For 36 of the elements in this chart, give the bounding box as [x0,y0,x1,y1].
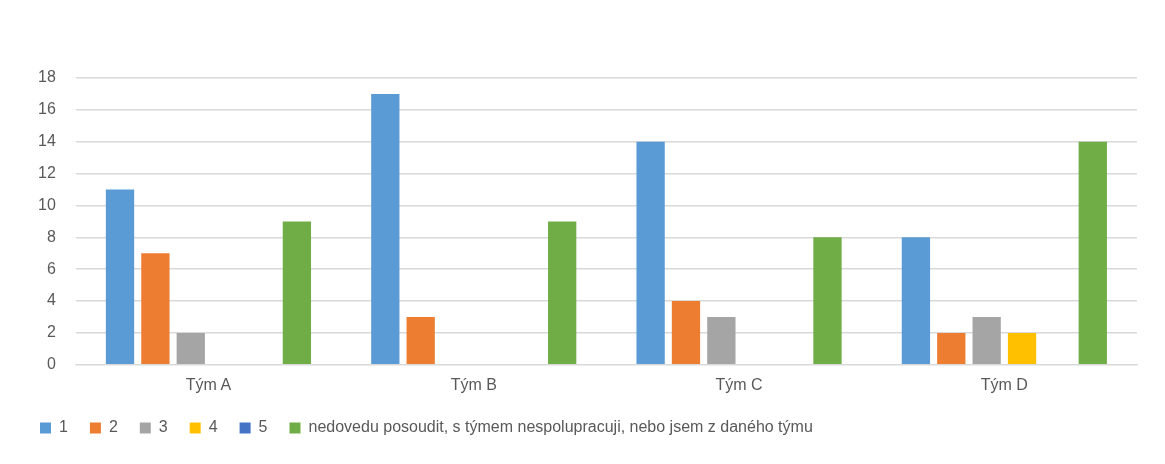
y-tick-label: 4 [46,291,56,309]
legend-label: 3 [158,418,168,436]
x-tick-label: Tým A [185,375,232,393]
legend-label: nedovedu posoudit, s týmem nespolupracuji, nebo jsem z daného týmu [308,418,813,436]
bar [671,301,701,365]
y-tick-label: 10 [38,195,56,213]
bar [707,317,736,365]
y-tick-label: 2 [46,323,56,341]
legend-label: 2 [108,418,118,436]
y-tick-label: 12 [38,164,56,182]
y-tick-label: 14 [38,132,56,150]
y-tick-label: 8 [46,227,56,245]
bar [105,189,135,365]
bar [282,221,312,365]
bar [371,93,400,365]
y-tick-label: 6 [46,259,56,277]
bar [901,237,931,365]
bar [937,332,966,365]
bar [813,237,842,365]
legend-label: 5 [258,418,268,436]
bar [141,253,170,365]
x-tick-label: Tým C [715,375,763,393]
x-tick-label: Tým B [450,375,497,393]
legend-label: 1 [59,418,68,436]
x-tick-label: Tým D [980,375,1028,393]
bar [1078,141,1107,365]
bar [972,317,1001,365]
y-tick-label: 18 [38,68,56,86]
y-tick-label: 16 [38,100,56,118]
legend-label: 4 [208,418,218,436]
y-tick-label: 0 [46,355,56,373]
bar [176,332,205,365]
bar [548,221,577,365]
bar [1007,332,1037,365]
bar [636,141,665,365]
bar [406,317,435,365]
